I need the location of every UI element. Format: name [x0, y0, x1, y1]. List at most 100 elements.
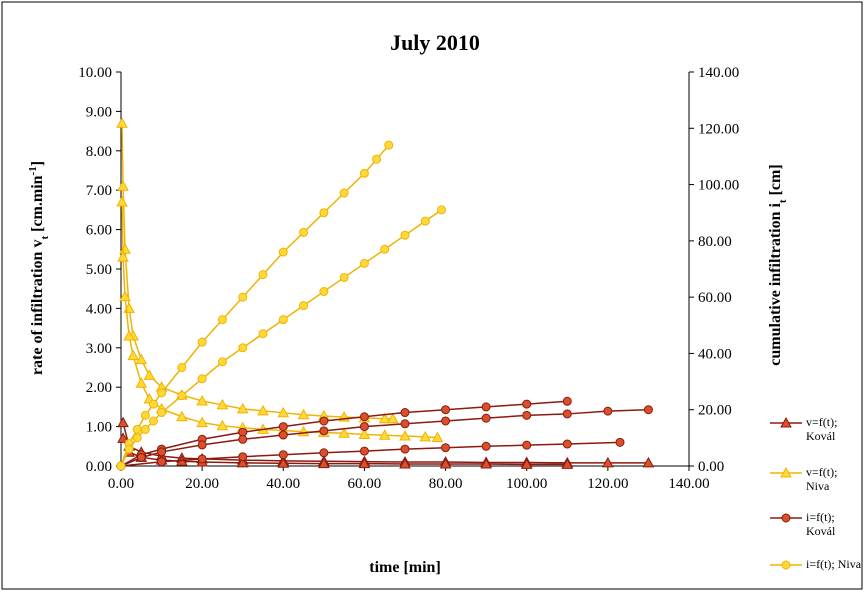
triangle-marker [216, 398, 229, 410]
circle-marker [359, 422, 369, 432]
x-tick-label: 0.00 [108, 476, 134, 492]
triangle-marker [123, 329, 135, 341]
triangle-marker [480, 458, 492, 469]
y-axis-label-part: [cm.min [29, 175, 46, 236]
circle-marker [420, 216, 430, 226]
circle-marker [481, 402, 491, 412]
triangle-marker [116, 195, 128, 207]
circle-marker [132, 433, 142, 443]
circle-marker [157, 408, 167, 418]
y2-tick-label: 0.00 [698, 459, 724, 475]
triangle-marker [378, 429, 391, 440]
triangle-marker [277, 457, 290, 468]
y-axis-label: rate of infiltration vt [cm.min-1] [27, 161, 51, 375]
y2-tick-label: 60.00 [698, 290, 732, 306]
y-axis-label-part: -1 [27, 166, 39, 175]
circle-marker [359, 258, 369, 268]
circle-marker [400, 419, 410, 429]
circle-marker [140, 410, 150, 420]
legend-label: i=f(t); Kovál [806, 510, 836, 538]
circle-marker [217, 315, 227, 325]
circle-marker [177, 363, 187, 372]
circle-marker [278, 430, 288, 440]
circle-marker [197, 454, 207, 464]
y-tick-label: 1.00 [86, 420, 112, 436]
y2-axis-label: cumulative infiltration it [cm] [767, 164, 789, 365]
triangle-marker [117, 432, 129, 443]
y-tick-label: 10.00 [78, 65, 112, 81]
triangle-marker [135, 377, 148, 388]
circle-marker [299, 301, 309, 311]
series-line [121, 202, 438, 439]
circle-marker [522, 410, 532, 420]
circle-marker [400, 408, 410, 418]
triangle-marker [378, 412, 391, 424]
triangle-marker [277, 406, 290, 418]
circle-marker [359, 168, 369, 178]
triangle-marker [561, 458, 574, 469]
triangle-marker [236, 402, 249, 414]
circle-marker [278, 422, 288, 432]
y-axis-label-part: rate of infiltration v [29, 240, 46, 376]
circle-marker [481, 441, 491, 451]
triangle-marker [236, 456, 249, 468]
y-tick-label: 5.00 [86, 262, 112, 278]
circle-marker [400, 230, 410, 240]
circle-marker [339, 272, 349, 282]
circle-marker [380, 244, 390, 254]
circle-marker [319, 448, 329, 458]
circle-marker [157, 388, 167, 398]
triangle-marker [338, 427, 350, 438]
triangle-marker [117, 180, 129, 191]
circle-marker [238, 452, 248, 462]
y-tick-label: 4.00 [86, 301, 112, 317]
legend-marker [781, 560, 791, 570]
circle-marker [157, 447, 167, 457]
circle-marker [339, 188, 349, 198]
x-tick-label: 80.00 [429, 476, 463, 492]
legend-marker [781, 513, 791, 523]
y2-tick-label: 80.00 [698, 234, 732, 250]
x-tick-label: 60.00 [348, 476, 382, 492]
circle-marker [124, 444, 134, 454]
triangle-marker [117, 416, 129, 428]
legend-label: v=f(t); Niva [806, 465, 838, 493]
triangle-marker [386, 412, 399, 424]
y-axis-label-part: t [39, 236, 51, 240]
triangle-marker [116, 117, 128, 128]
circle-marker [140, 424, 150, 434]
circle-marker [441, 416, 451, 426]
circle-marker [441, 443, 451, 453]
y-tick-label: 8.00 [86, 144, 112, 160]
triangle-marker [257, 404, 269, 416]
circle-marker [562, 439, 572, 449]
circle-marker [481, 413, 491, 423]
y-tick-label: 9.00 [86, 104, 112, 120]
circle-marker [299, 227, 309, 237]
circle-marker [278, 450, 288, 460]
circle-marker [643, 405, 653, 415]
triangle-marker [358, 428, 371, 439]
circle-marker [148, 399, 158, 409]
triangle-marker [176, 410, 188, 422]
circle-marker [359, 412, 369, 422]
triangle-marker [399, 430, 411, 441]
circle-marker [522, 399, 532, 409]
triangle-marker [117, 251, 129, 262]
circle-marker [384, 140, 394, 150]
circle-marker [615, 437, 625, 447]
triangle-marker [602, 456, 614, 468]
triangle-marker [431, 431, 444, 443]
triangle-marker [216, 419, 229, 431]
triangle-marker [358, 457, 371, 469]
x-tick-label: 120.00 [587, 476, 628, 492]
legend-label: i=f(t); Niva [806, 557, 862, 571]
triangle-marker [318, 457, 330, 469]
circle-marker [562, 409, 572, 419]
y2-axis-label-part: cumulative infiltration i [767, 203, 784, 366]
circle-marker [136, 453, 146, 463]
y-tick-label: 6.00 [86, 223, 112, 239]
